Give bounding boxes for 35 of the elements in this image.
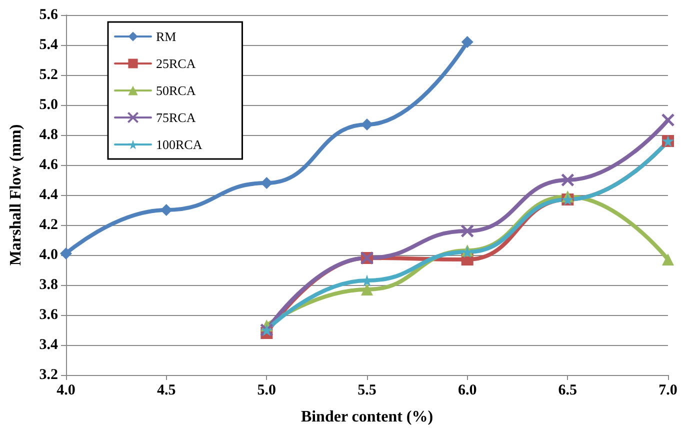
legend-label: 50RCA xyxy=(156,83,196,98)
x-tick-label: 4.0 xyxy=(56,382,76,398)
x-tick-label: 5.0 xyxy=(257,382,276,398)
point xyxy=(560,173,574,187)
point xyxy=(662,254,674,266)
point xyxy=(460,224,474,238)
y-tick-label: 4.0 xyxy=(39,247,58,263)
point xyxy=(661,113,675,127)
y-tick-label: 5.6 xyxy=(39,7,58,23)
y-tick-label: 3.2 xyxy=(39,367,58,383)
y-tick-label: 4.8 xyxy=(39,127,58,143)
point xyxy=(60,248,72,260)
y-tick-label: 3.4 xyxy=(39,337,58,353)
y-tick-label: 3.8 xyxy=(39,277,58,293)
y-tick-label: 4.2 xyxy=(39,217,58,233)
y-tick-label: 5.0 xyxy=(39,97,58,113)
legend-label: 25RCA xyxy=(156,56,196,71)
x-tick-label: 6.0 xyxy=(458,382,477,398)
y-tick-label: 4.6 xyxy=(39,157,58,173)
y-axis-title: Marshall Flow (mm) xyxy=(8,124,24,266)
x-tick-label: 5.5 xyxy=(358,382,376,398)
x-axis-title: Binder content (%) xyxy=(300,408,434,426)
point xyxy=(361,118,373,130)
y-tick-label: 3.6 xyxy=(39,307,58,323)
x-tick-label: 7.0 xyxy=(658,382,678,398)
point xyxy=(361,284,373,296)
legend-label: 75RCA xyxy=(156,110,196,125)
legend-label: 100RCA xyxy=(156,137,203,152)
point xyxy=(461,36,474,48)
y-tick-label: 4.4 xyxy=(39,187,58,203)
legend-label: RM xyxy=(156,29,177,44)
y-tick-label: 5.2 xyxy=(39,67,58,83)
x-tick-label: 4.5 xyxy=(156,382,176,398)
y-tick-label: 5.4 xyxy=(39,37,58,53)
x-tick-label: 6.5 xyxy=(558,382,578,398)
